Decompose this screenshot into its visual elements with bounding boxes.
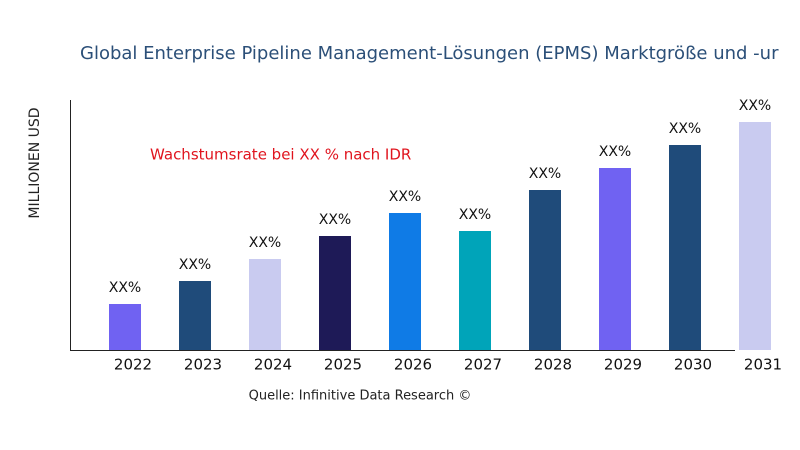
x-tick-label: 2024 — [254, 356, 292, 374]
x-tick-label: 2031 — [744, 356, 782, 374]
bar — [109, 304, 141, 350]
bar — [669, 145, 701, 350]
data-label: XX% — [389, 189, 421, 205]
data-label: XX% — [599, 144, 631, 160]
x-tick-label: 2028 — [534, 356, 572, 374]
x-tick-label: 2029 — [604, 356, 642, 374]
data-label: XX% — [739, 98, 771, 114]
x-tick-label: 2025 — [324, 356, 362, 374]
annotation: Wachstumsrate bei XX % nach IDR — [150, 146, 411, 164]
x-tick-label: 2026 — [394, 356, 432, 374]
data-label: XX% — [669, 121, 701, 137]
data-label: XX% — [319, 212, 351, 228]
bar — [179, 281, 211, 350]
x-tick-label: 2022 — [114, 356, 152, 374]
bar — [529, 190, 561, 350]
bar — [739, 122, 771, 350]
x-tick-label: 2027 — [464, 356, 502, 374]
bar — [389, 213, 421, 350]
source: Quelle: Infinitive Data Research © — [249, 389, 472, 404]
bar — [459, 231, 491, 350]
x-tick-label: 2023 — [184, 356, 222, 374]
data-label: XX% — [459, 207, 491, 223]
chart-title: Global Enterprise Pipeline Management-Lö… — [80, 43, 779, 64]
x-tick-label: 2030 — [674, 356, 712, 374]
data-label: XX% — [249, 235, 281, 251]
bar — [319, 236, 351, 350]
data-label: XX% — [179, 257, 211, 273]
y-axis-label: MILLIONEN USD — [27, 107, 43, 218]
bar — [599, 168, 631, 350]
data-label: XX% — [529, 166, 561, 182]
bar — [249, 259, 281, 350]
data-label: XX% — [109, 280, 141, 296]
